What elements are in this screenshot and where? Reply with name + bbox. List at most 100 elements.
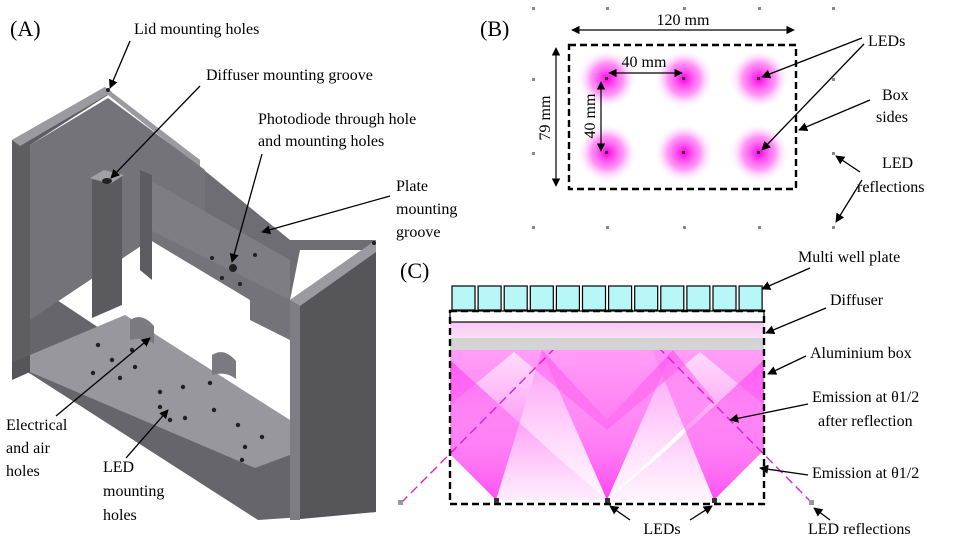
box-right-wall-face (290, 240, 376, 520)
label-elec-3: holes (6, 463, 40, 480)
label-photodiode-2: and mounting holes (258, 133, 384, 150)
well (581, 285, 607, 311)
arrow-elec (55, 337, 151, 417)
well (712, 285, 737, 311)
label-c-emission: Emission at θ1/2 (812, 465, 919, 482)
dim-spacing-y-label: 40 mm (582, 93, 599, 138)
label-c-reflections: LED reflections (808, 521, 911, 538)
well (477, 285, 502, 311)
well (451, 285, 476, 311)
box-outline-side-view (448, 309, 766, 506)
arrow-lid-holes (109, 40, 131, 89)
well (607, 285, 633, 311)
panel-a-annotations: (A) Lid mounting holes Diffuser mounting… (6, 16, 457, 524)
box-right-rim-top (290, 240, 376, 306)
arrow-c-refl-emission (729, 403, 809, 423)
leds-side (494, 498, 717, 503)
label-led-holes-3: holes (103, 507, 137, 524)
panel-b-title: (B) (480, 16, 509, 41)
emission-top-fill (450, 350, 764, 430)
diffuser-layer (450, 322, 764, 338)
panel-a-title: (A) (10, 16, 41, 41)
arrow-c-diffuser (765, 307, 827, 335)
floor-cutout-right (212, 352, 236, 379)
label-c-refl-emission-2: after reflection (818, 413, 913, 430)
arrow-c-reflections (813, 507, 831, 521)
label-c-diffuser: Diffuser (830, 292, 884, 309)
arrow-b-reflections-1 (835, 155, 861, 173)
box-outline-top-view (567, 43, 798, 191)
inner-step (150, 180, 290, 300)
floor-holes (90, 342, 265, 463)
well (738, 285, 763, 311)
well (686, 285, 711, 311)
panel-b: (B) 120 mm 79 mm (480, 7, 925, 229)
label-b-reflections-2: reflections (857, 179, 925, 196)
label-plate-groove-2: mounting (396, 201, 457, 218)
panel-c-title: (C) (400, 258, 429, 283)
label-c-plate: Multi well plate (798, 249, 900, 266)
well (555, 285, 581, 311)
dim-width-label: 120 mm (657, 12, 710, 29)
well (503, 285, 528, 311)
reflection-ray-left (400, 345, 558, 504)
well (660, 285, 685, 311)
label-lid-holes: Lid mounting holes (134, 21, 259, 38)
arrow-photodiode (229, 153, 263, 263)
dim-height-label: 79 mm (537, 95, 554, 140)
label-b-reflections-1: LED (882, 155, 913, 172)
arrow-c-emission (759, 464, 809, 476)
box-left-wall-top (12, 87, 112, 146)
box-left-wall-face (12, 87, 108, 362)
diffuser-column (92, 175, 122, 318)
arrow-b-leds-1 (761, 37, 863, 79)
photodiode-holes (210, 253, 257, 286)
label-plate-groove-3: groove (396, 224, 440, 241)
floor-cutout-left (130, 317, 154, 344)
label-led-holes-1: LED (103, 459, 134, 476)
label-c-refl-emission-1: Emission at θ1/2 (812, 389, 919, 406)
plate-base (449, 310, 765, 323)
label-b-leds: LEDs (868, 33, 905, 50)
arrow-b-box-sides (798, 99, 871, 132)
emission-reflected (496, 350, 714, 500)
emission-pattern (450, 350, 764, 500)
arrow-plate-groove (261, 195, 391, 235)
reflection-point-left (398, 500, 403, 505)
arrow-b-reflections-2 (835, 179, 863, 223)
label-elec-1: Electrical (6, 417, 68, 434)
label-diffuser-groove: Diffuser mounting groove (206, 67, 373, 84)
label-c-leds: LEDs (643, 521, 680, 538)
lid-hole-right (372, 241, 376, 245)
arrow-b-leds-2 (761, 43, 865, 151)
emission-reflected (607, 360, 764, 500)
label-photodiode-1: Photodiode through hole (258, 111, 416, 128)
arrow-diffuser-groove (110, 85, 201, 179)
arrow-c-leds-2 (689, 505, 713, 521)
label-plate-groove-1: Plate (396, 178, 428, 195)
well (634, 285, 659, 311)
label-led-holes-2: mounting (103, 483, 164, 500)
floor-left-edge (12, 355, 30, 380)
led-grid (577, 49, 789, 183)
diffuser-groove-hole (102, 178, 112, 184)
label-b-box-sides-1: Box (882, 87, 909, 104)
emission-reflected (450, 360, 607, 500)
inner-column-right (140, 170, 152, 280)
label-c-box: Aluminium box (810, 345, 912, 362)
box-right-wall-front (290, 300, 300, 520)
reflection-ray-right (656, 345, 813, 504)
label-b-box-sides-2: sides (876, 109, 908, 126)
diffuser-bar (450, 338, 764, 350)
panel-c: (C) Multi well plat (398, 249, 919, 538)
well (529, 285, 554, 311)
multi-well-plate (449, 285, 765, 323)
label-elec-2: and air (6, 440, 51, 457)
arrow-c-box (767, 355, 807, 375)
box-back-wall-top (105, 87, 200, 168)
arrow-led-holes (125, 409, 169, 459)
led-reflection-dots (532, 7, 835, 229)
dim-spacing-x-label: 40 mm (622, 54, 667, 71)
arrow-c-leds-1 (609, 505, 631, 521)
